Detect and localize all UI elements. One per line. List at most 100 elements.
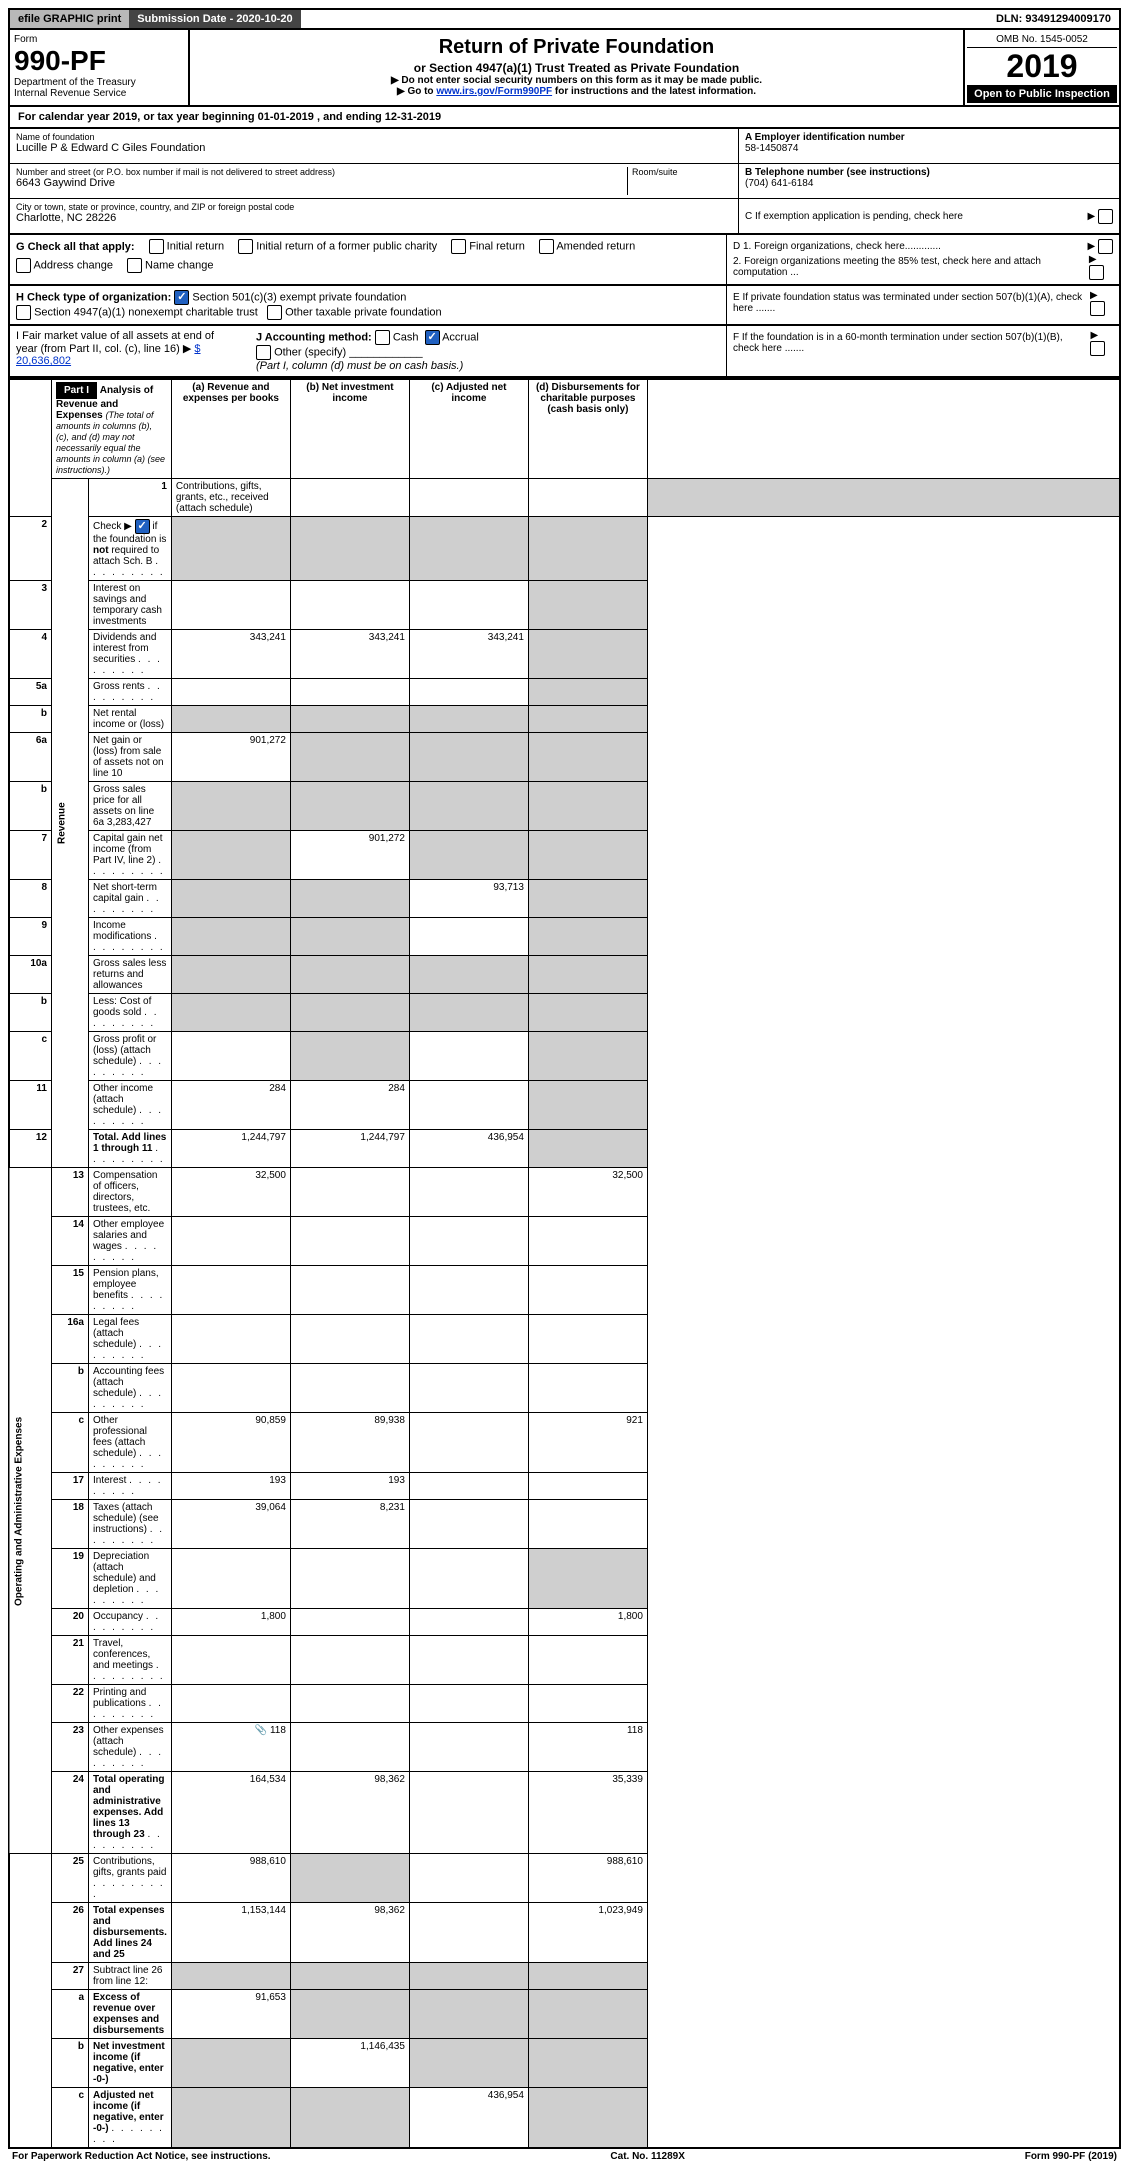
j-other-checkbox[interactable] [256,345,271,360]
line-12-no: 12 [9,1130,52,1168]
line-11-a: 284 [171,1081,290,1130]
line-24-b: 98,362 [290,1772,409,1854]
line-8-no: 8 [9,880,52,918]
g-amended-checkbox[interactable] [539,239,554,254]
line-12-c: 436,954 [409,1130,528,1168]
line-5a-desc: Gross rents [93,681,145,692]
h-trust-label: Section 4947(a)(1) nonexempt charitable … [34,306,258,318]
line-13-a: 32,500 [171,1168,290,1217]
irs: Internal Revenue Service [14,88,184,99]
line-16a-desc: Legal fees (attach schedule) [93,1317,139,1350]
part1-label: Part I [56,382,97,399]
ein: 58-1450874 [745,143,1113,154]
j-cash-checkbox[interactable] [375,330,390,345]
c-checkbox[interactable] [1098,209,1113,224]
line-9-desc: Income modifications [93,920,151,942]
line-3-desc: Interest on savings and temporary cash i… [89,581,172,630]
g-final-checkbox[interactable] [451,239,466,254]
calendar-year-line: For calendar year 2019, or tax year begi… [8,107,1121,129]
line-14-no: 14 [52,1217,89,1266]
h-501c3-checkbox[interactable]: ✓ [174,290,189,305]
h-trust-checkbox[interactable] [16,305,31,320]
note-goto-post: for instructions and the latest informat… [552,86,756,97]
h-label: H Check type of organization: [16,291,171,303]
note-goto-pre: ▶ Go to [397,86,436,97]
j-note: (Part I, column (d) must be on cash basi… [256,360,463,372]
j-accrual-label: Accrual [442,331,479,343]
line-10b-desc: Less: Cost of goods sold [93,996,151,1018]
tax-year: 2019 [967,48,1117,85]
note-goto: ▶ Go to www.irs.gov/Form990PF for instru… [200,86,953,97]
city-state-zip: Charlotte, NC 28226 [16,212,732,224]
submission-date: Submission Date - 2020-10-20 [129,10,300,28]
line-26-desc: Total expenses and disbursements. Add li… [93,1905,167,1960]
phone-label: B Telephone number (see instructions) [745,167,1113,178]
f-checkbox[interactable] [1090,341,1105,356]
g-address-checkbox[interactable] [16,258,31,273]
line-24-d: 35,339 [528,1772,647,1854]
g-name-checkbox[interactable] [127,258,142,273]
line-4-a: 343,241 [171,630,290,679]
g-initial-former-checkbox[interactable] [238,239,253,254]
revenue-vert-label: Revenue [52,479,89,1168]
schb-checkbox[interactable]: ✓ [135,519,150,534]
d1-checkbox[interactable] [1098,239,1113,254]
line-4-no: 4 [9,630,52,679]
line-4-b: 343,241 [290,630,409,679]
h-other-checkbox[interactable] [267,305,282,320]
line-11-no: 11 [9,1081,52,1130]
line-4-c: 343,241 [409,630,528,679]
line-27-desc: Subtract line 26 from line 12: [89,1963,172,1990]
d2-checkbox[interactable] [1089,265,1104,280]
line-5b-no: b [9,706,52,733]
line-21-desc: Travel, conferences, and meetings [93,1638,153,1671]
identity-section: Name of foundation Lucille P & Edward C … [8,129,1121,235]
line-21-no: 21 [52,1636,89,1685]
line-20-no: 20 [52,1609,89,1636]
line-1-desc: Contributions, gifts, grants, etc., rece… [171,479,290,517]
line-25-d: 988,610 [528,1854,647,1903]
top-bar: efile GRAPHIC print Submission Date - 20… [8,8,1121,30]
line-18-a: 39,064 [171,1500,290,1549]
footer-catno: Cat. No. 11289X [610,2151,684,2162]
e-checkbox[interactable] [1090,301,1105,316]
expenses-vert-label: Operating and Administrative Expenses [9,1168,52,1854]
city-label: City or town, state or province, country… [16,202,732,212]
line-5b-desc: Net rental income or (loss) [89,706,172,733]
i-label: I Fair market value of all assets at end… [16,330,214,355]
line-2-desc: Check ▶ ✓ if the foundation is not requi… [89,517,172,581]
line-13-desc: Compensation of officers, directors, tru… [89,1168,172,1217]
line-7-b: 901,272 [290,831,409,880]
e-label: E If private foundation status was termi… [733,292,1090,314]
line-16c-no: c [52,1413,89,1473]
line-7-desc: Capital gain net income (from Part IV, l… [93,833,163,866]
line-19-no: 19 [52,1549,89,1609]
d2-label: 2. Foreign organizations meeting the 85%… [733,256,1089,278]
line-10b-no: b [9,994,52,1032]
g-label: G Check all that apply: [16,241,135,253]
footer-form: Form 990-PF (2019) [1025,2151,1117,2162]
form-title: Return of Private Foundation [200,36,953,59]
page-footer: For Paperwork Reduction Act Notice, see … [8,2149,1121,2164]
j-accrual-checkbox[interactable]: ✓ [425,330,440,345]
col-b-header: (b) Net investment income [290,379,409,479]
form990pf-link[interactable]: www.irs.gov/Form990PF [436,86,552,97]
dept-treasury: Department of the Treasury [14,77,184,88]
line-25-desc: Contributions, gifts, grants paid [93,1856,166,1878]
line-16c-a: 90,859 [171,1413,290,1473]
attach-icon[interactable]: 📎 [255,1725,267,1736]
g-initial-checkbox[interactable] [149,239,164,254]
section-h-block: H Check type of organization: ✓ Section … [8,286,1121,326]
line-17-a: 193 [171,1473,290,1500]
c-exemption-label: C If exemption application is pending, c… [745,211,963,222]
line-18-no: 18 [52,1500,89,1549]
line-18-b: 8,231 [290,1500,409,1549]
col-c-header: (c) Adjusted net income [409,379,528,479]
line-27a-a: 91,653 [171,1990,290,2039]
line-15-no: 15 [52,1266,89,1315]
omb-number: OMB No. 1545-0052 [967,32,1117,48]
section-g-block: G Check all that apply: Initial return I… [8,235,1121,286]
f-label: F If the foundation is in a 60-month ter… [733,332,1090,354]
col-a-header: (a) Revenue and expenses per books [171,379,290,479]
line-10a-desc: Gross sales less returns and allowances [89,956,172,994]
